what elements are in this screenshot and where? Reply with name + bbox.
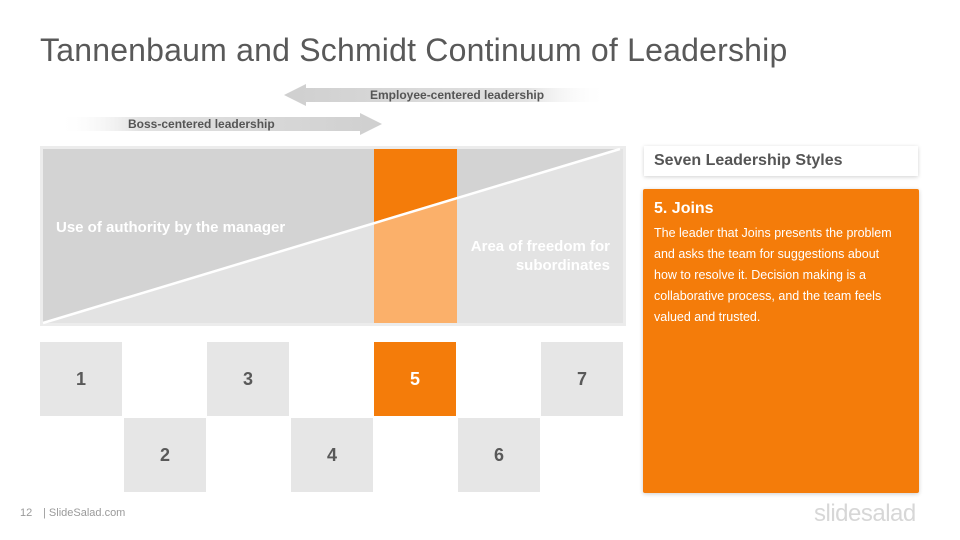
level-5-cell[interactable]: 5: [374, 342, 456, 416]
authority-label: Use of authority by the manager: [56, 219, 286, 236]
level-2-cell[interactable]: 2: [124, 418, 206, 492]
level-1-cell[interactable]: 1: [40, 342, 122, 416]
level-7-cell[interactable]: 7: [541, 342, 623, 416]
employee-centered-arrow: Employee-centered leadership: [284, 84, 608, 106]
left-arrow-icon: [284, 84, 608, 106]
employee-centered-label: Employee-centered leadership: [370, 88, 545, 102]
style-detail-card: 5. Joins The leader that Joins presents …: [643, 189, 919, 493]
authority-freedom-diagram: [40, 146, 626, 326]
right-arrow-icon: [58, 113, 382, 135]
level-6-cell[interactable]: 6: [458, 418, 540, 492]
freedom-label: Area of freedom for subordinates: [470, 238, 610, 274]
active-column-freedom: [374, 197, 457, 323]
style-title: 5. Joins: [654, 200, 714, 217]
footer-site: | SlideSalad.com: [43, 507, 126, 519]
level-3-cell[interactable]: 3: [207, 342, 289, 416]
boss-centered-label: Boss-centered leadership: [128, 117, 275, 131]
slide-title: Tannenbaum and Schmidt Continuum of Lead…: [40, 32, 788, 68]
styles-header: Seven Leadership Styles: [644, 146, 918, 176]
level-4-cell[interactable]: 4: [291, 418, 373, 492]
style-description: The leader that Joins presents the probl…: [654, 226, 892, 324]
brand-logo: slidesalad: [814, 500, 916, 527]
boss-centered-arrow: Boss-centered leadership: [58, 113, 382, 135]
page-number: 12: [20, 507, 33, 519]
diagonal-divider: [42, 147, 621, 325]
styles-header-label: Seven Leadership Styles: [654, 152, 843, 169]
